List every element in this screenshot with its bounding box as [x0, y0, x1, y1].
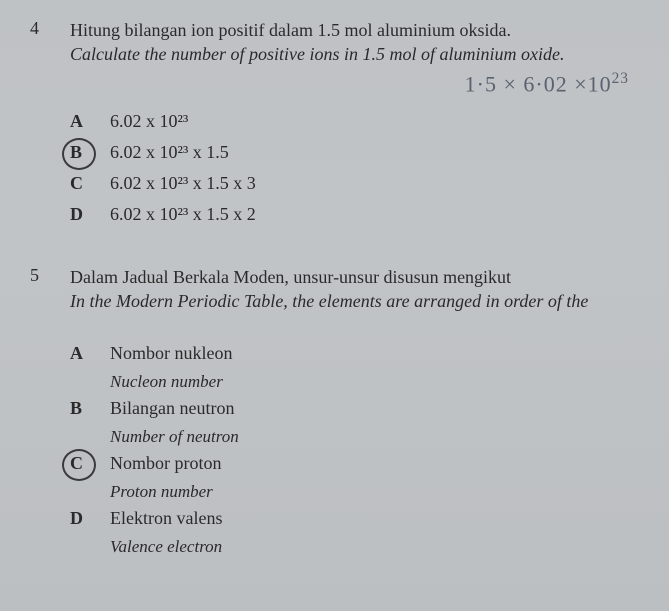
option-5C-sub: Proton number	[110, 482, 639, 502]
question-5: 5 Dalam Jadual Berkala Moden, unsur-unsu…	[30, 265, 639, 558]
option-5A-letter: A	[70, 343, 110, 364]
question-5-header: 5 Dalam Jadual Berkala Moden, unsur-unsu…	[30, 265, 639, 314]
handwriting-exp: 23	[612, 70, 629, 87]
option-4C-text: 6.02 x 10²³ x 1.5 x 3	[110, 173, 639, 194]
option-4A-text: 6.02 x 10²³	[110, 111, 639, 132]
question-4-text-ms: Hitung bilangan ion positif dalam 1.5 mo…	[70, 20, 511, 40]
question-4-header: 4 Hitung bilangan ion positif dalam 1.5 …	[30, 18, 639, 67]
option-5C: C Nombor proton	[70, 453, 639, 474]
option-5D-text: Elektron valens	[110, 508, 639, 529]
option-4D-text: 6.02 x 10²³ x 1.5 x 2	[110, 204, 639, 225]
option-4D: D 6.02 x 10²³ x 1.5 x 2	[70, 204, 639, 225]
handwriting-annotation: 1·5 × 6·02 ×1023	[465, 70, 629, 97]
question-5-number: 5	[30, 265, 70, 286]
option-4C: C 6.02 x 10²³ x 1.5 x 3	[70, 173, 639, 194]
option-5D: D Elektron valens	[70, 508, 639, 529]
option-4B-letter: B	[70, 142, 110, 163]
option-4D-letter: D	[70, 204, 110, 225]
option-5B-letter: B	[70, 398, 110, 419]
option-5B-sub: Number of neutron	[110, 427, 639, 447]
handwriting-text: 1·5 × 6·02 ×10	[465, 71, 612, 96]
circle-mark-5C	[62, 449, 96, 481]
option-5B-text: Bilangan neutron	[110, 398, 639, 419]
question-4: 4 Hitung bilangan ion positif dalam 1.5 …	[30, 18, 639, 225]
option-5C-text: Nombor proton	[110, 453, 639, 474]
option-4B-text: 6.02 x 10²³ x 1.5	[110, 142, 639, 163]
question-4-options: A 6.02 x 10²³ B 6.02 x 10²³ x 1.5 C 6.02…	[70, 111, 639, 225]
option-5D-sub: Valence electron	[110, 537, 639, 557]
question-5-options: A Nombor nukleon Nucleon number B Bilang…	[70, 343, 639, 557]
option-5D-letter: D	[70, 508, 110, 529]
option-5C-letter: C	[70, 453, 110, 474]
question-5-text-en: In the Modern Periodic Table, the elemen…	[70, 291, 588, 311]
question-5-text-ms: Dalam Jadual Berkala Moden, unsur-unsur …	[70, 267, 511, 287]
option-4A: A 6.02 x 10²³	[70, 111, 639, 132]
question-4-number: 4	[30, 18, 70, 39]
circle-mark-4B	[62, 138, 96, 170]
option-4B: B 6.02 x 10²³ x 1.5	[70, 142, 639, 163]
question-4-text: Hitung bilangan ion positif dalam 1.5 mo…	[70, 18, 639, 67]
option-4C-letter: C	[70, 173, 110, 194]
option-4A-letter: A	[70, 111, 110, 132]
question-5-text: Dalam Jadual Berkala Moden, unsur-unsur …	[70, 265, 639, 314]
option-5A-sub: Nucleon number	[110, 372, 639, 392]
option-5A: A Nombor nukleon	[70, 343, 639, 364]
option-5A-text: Nombor nukleon	[110, 343, 639, 364]
question-4-text-en: Calculate the number of positive ions in…	[70, 44, 564, 64]
option-5B: B Bilangan neutron	[70, 398, 639, 419]
